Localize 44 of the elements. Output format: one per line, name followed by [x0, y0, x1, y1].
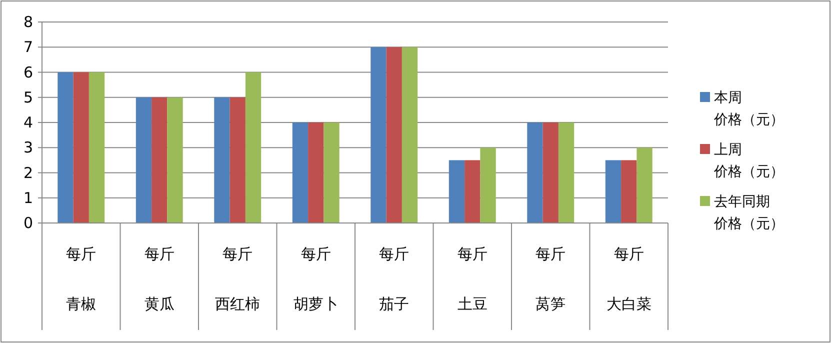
y-tick-label: 7	[23, 38, 33, 56]
bar	[292, 122, 308, 223]
bar	[370, 47, 386, 223]
legend-label: 去年同期价格（元）	[713, 194, 784, 232]
legend-label: 上周价格（元）	[713, 142, 784, 180]
bar	[308, 122, 324, 223]
category-label: 每斤西红柿	[215, 245, 260, 313]
bar	[480, 148, 496, 223]
bar	[542, 122, 558, 223]
y-tick-label: 2	[23, 164, 33, 182]
y-tick-label: 8	[23, 13, 33, 31]
bar	[558, 122, 574, 223]
y-tick-label: 4	[23, 114, 33, 132]
bar	[136, 97, 152, 223]
bar	[88, 72, 105, 223]
category-label: 每斤黄瓜	[144, 245, 174, 313]
bar	[464, 160, 480, 223]
category-label: 每斤大白菜	[606, 245, 652, 313]
category-label: 每斤茄子	[379, 245, 410, 313]
category-label: 每斤莴笋	[536, 245, 566, 313]
y-tick-label: 3	[23, 138, 33, 157]
bar	[73, 72, 89, 223]
bar	[386, 47, 402, 223]
bar	[527, 122, 543, 223]
bar	[152, 97, 168, 223]
category-label: 每斤土豆	[457, 245, 488, 313]
category-label: 每斤胡萝卜	[293, 245, 338, 313]
y-tick-label: 5	[23, 88, 33, 106]
y-tick-label: 6	[23, 63, 33, 82]
bar	[324, 122, 340, 223]
bar	[621, 160, 637, 223]
bar	[448, 160, 465, 223]
bar	[230, 97, 246, 223]
bar	[214, 97, 230, 223]
y-tick-label: 0	[23, 214, 33, 232]
legend-label: 本周价格（元）	[713, 90, 784, 128]
bar	[402, 47, 418, 223]
bar	[605, 160, 622, 223]
bar	[636, 148, 652, 223]
bar	[167, 97, 183, 223]
bar	[58, 72, 74, 223]
category-label: 每斤青椒	[66, 245, 96, 313]
y-tick-label: 1	[23, 188, 33, 207]
bar	[245, 72, 262, 223]
